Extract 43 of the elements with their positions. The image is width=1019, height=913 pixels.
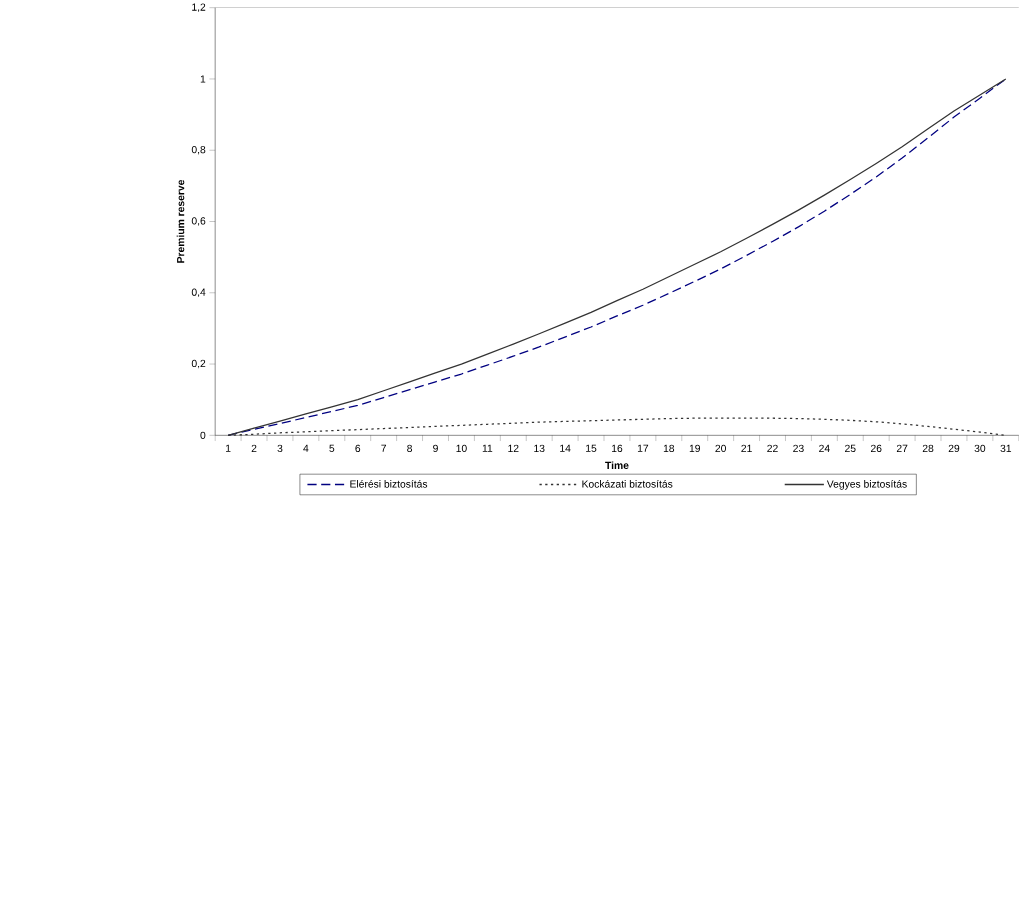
x-tick-label: 21 <box>741 444 752 453</box>
y-tick-label: 0,8 <box>191 146 206 155</box>
y-tick-label: 1,2 <box>192 3 206 13</box>
x-tick-label: 3 <box>277 444 283 453</box>
x-tick-label: 23 <box>793 444 804 453</box>
x-tick-label: 7 <box>381 444 387 452</box>
y-axis-title: Premium reserve <box>176 180 185 263</box>
legend-label: Vegyes biztosítás <box>826 479 907 490</box>
x-tick-label: 9 <box>433 444 438 453</box>
x-tick-label: 8 <box>407 444 413 453</box>
x-axis-title: Time <box>605 461 629 470</box>
x-tick-label: 12 <box>508 444 519 453</box>
x-tick-label: 19 <box>689 444 700 453</box>
x-tick-label: 31 <box>1000 444 1012 453</box>
x-tick-label: 5 <box>329 444 335 453</box>
x-tick-label: 27 <box>896 444 908 453</box>
x-tick-label: 24 <box>819 444 830 453</box>
x-tick-label: 13 <box>534 444 545 453</box>
x-tick-label: 28 <box>922 444 934 453</box>
y-tick-label: 0 <box>200 431 206 440</box>
x-tick-label: 15 <box>586 444 597 453</box>
x-tick-label: 29 <box>948 444 960 453</box>
legend-label: Elérési biztosítás <box>350 479 428 488</box>
x-tick-label: 1 <box>226 444 231 452</box>
x-tick-label: 4 <box>303 444 309 452</box>
legend-label: Kockázati biztosítás <box>582 479 673 488</box>
y-tick-label: 1 <box>200 75 206 83</box>
y-tick-label: 0,2 <box>191 359 206 369</box>
x-tick-label: 14 <box>560 444 571 452</box>
x-tick-label: 22 <box>767 444 778 453</box>
x-tick-label: 18 <box>663 444 675 453</box>
y-tick-label: 0,6 <box>191 217 206 226</box>
x-tick-label: 30 <box>974 444 986 453</box>
y-tick-label: 0,4 <box>191 288 206 298</box>
x-tick-label: 26 <box>870 444 882 453</box>
x-tick-label: 25 <box>845 444 856 453</box>
x-tick-label: 2 <box>251 444 257 453</box>
x-tick-label: 16 <box>612 444 623 453</box>
x-tick-label: 17 <box>637 444 649 452</box>
x-tick-label: 6 <box>355 444 361 453</box>
x-tick-label: 11 <box>482 444 493 452</box>
x-tick-label: 20 <box>715 444 727 453</box>
x-tick-label: 10 <box>456 444 467 453</box>
